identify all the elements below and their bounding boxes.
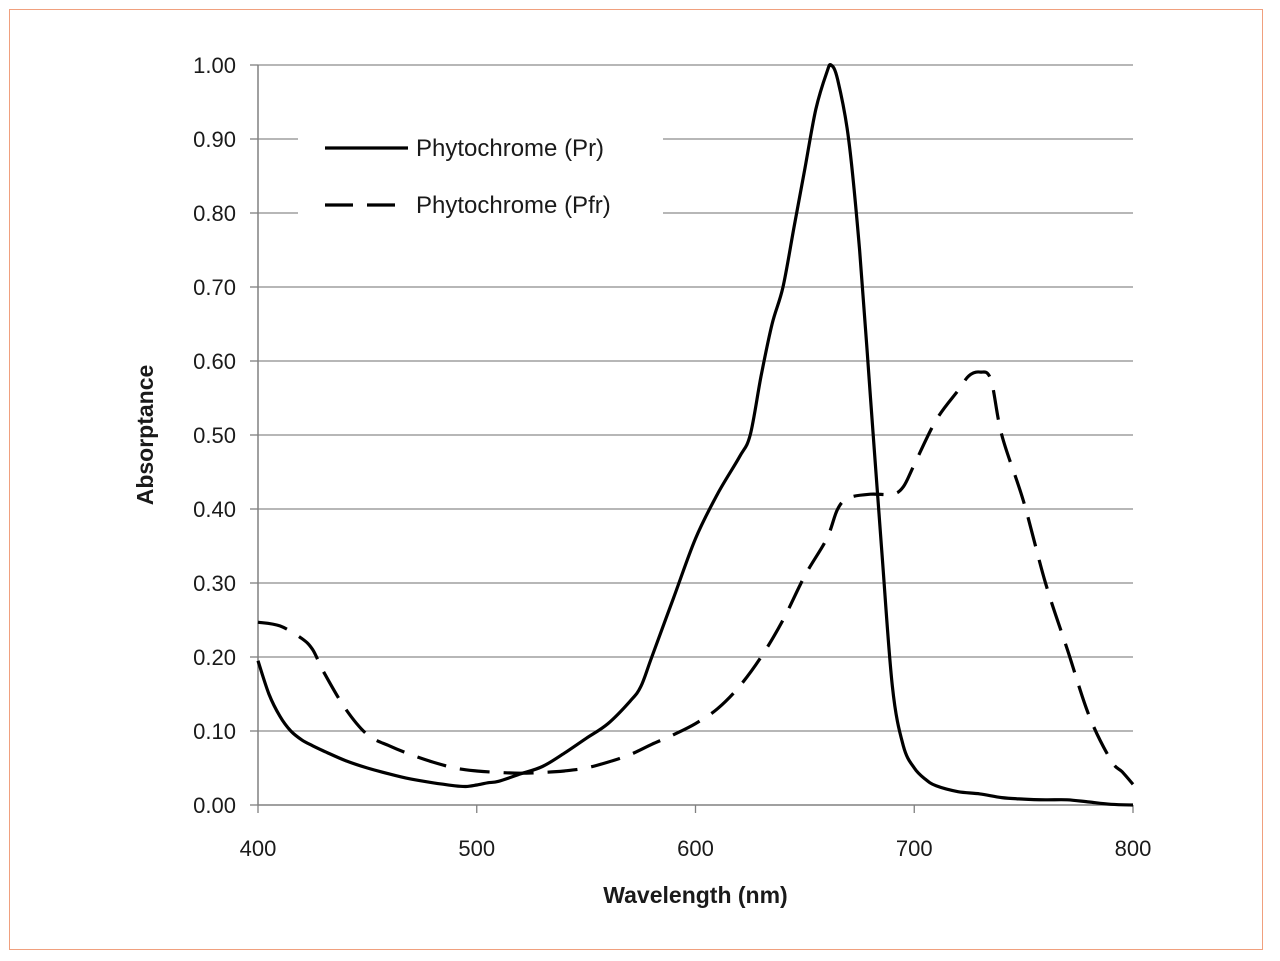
series-line-pfr xyxy=(257,370,1135,786)
x-tick-label: 700 xyxy=(896,836,933,861)
x-tick-label: 500 xyxy=(458,836,495,861)
y-tick-label: 0.50 xyxy=(193,423,236,448)
series-lines xyxy=(256,63,1135,807)
x-tick-labels: 400 500 600 700 800 xyxy=(240,836,1152,861)
x-tick-label: 600 xyxy=(677,836,714,861)
y-tick-label: 0.60 xyxy=(193,349,236,374)
y-tick-label: 0.20 xyxy=(193,645,236,670)
y-axis-title: Absorptance xyxy=(132,365,158,506)
legend: Phytochrome (Pr) Phytochrome (Pfr) xyxy=(298,118,663,230)
y-tick-label: 0.40 xyxy=(193,497,236,522)
x-tick-label: 800 xyxy=(1115,836,1152,861)
y-tick-label: 0.10 xyxy=(193,719,236,744)
series-line-pr xyxy=(256,63,1134,807)
y-tick-label: 0.90 xyxy=(193,127,236,152)
y-tick-label: 0.00 xyxy=(193,793,236,818)
legend-label-pr: Phytochrome (Pr) xyxy=(416,135,604,162)
x-axis-title: Wavelength (nm) xyxy=(603,882,787,908)
y-tick-label: 0.70 xyxy=(193,275,236,300)
y-tick-label: 1.00 xyxy=(193,53,236,78)
legend-background xyxy=(298,118,663,230)
y-tick-label: 0.30 xyxy=(193,571,236,596)
y-tick-label: 0.80 xyxy=(193,201,236,226)
y-tick-labels: 0.00 0.10 0.20 0.30 0.40 0.50 0.60 0.70 0.80 0.90… xyxy=(193,53,236,818)
x-tick-label: 400 xyxy=(240,836,277,861)
legend-label-pfr: Phytochrome (Pfr) xyxy=(416,192,611,219)
